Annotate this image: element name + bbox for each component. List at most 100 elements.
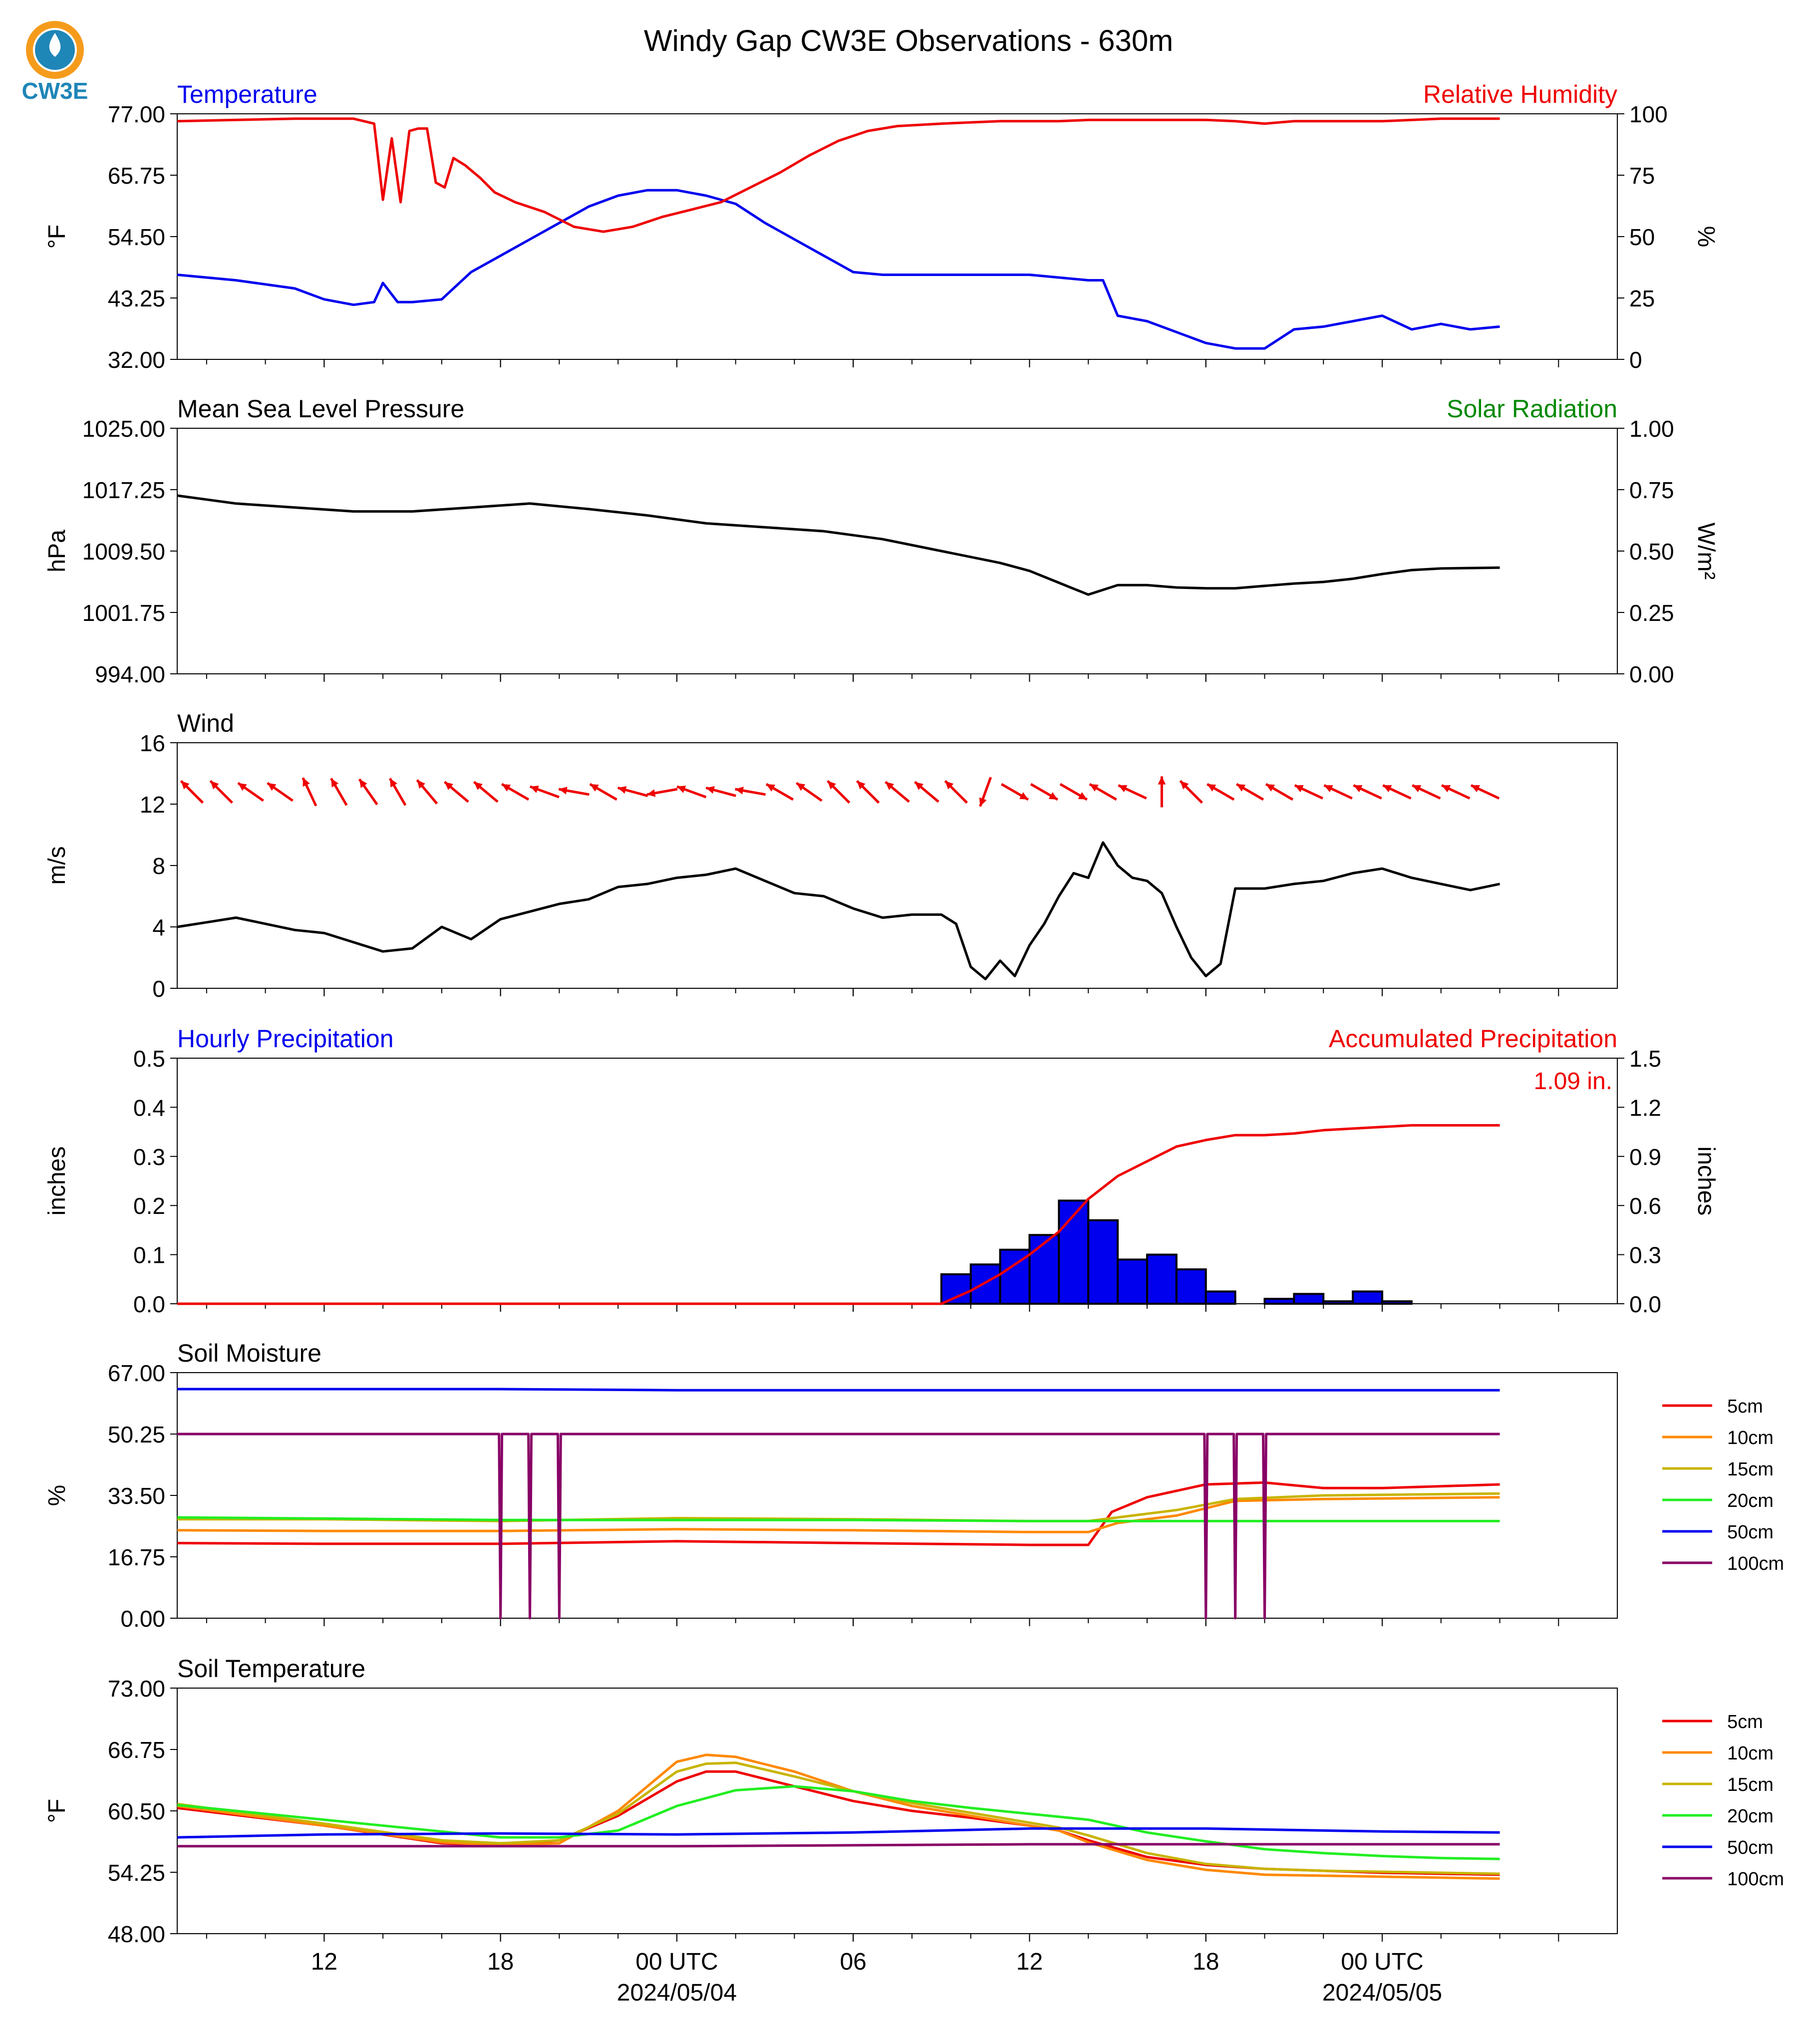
wind-arrow [705,786,736,797]
y-axis-label-left: inches [44,1147,70,1216]
wind-arrow-head [1089,784,1099,792]
precip-bar [1087,1219,1119,1305]
legend-label: 20cm [1727,1806,1774,1827]
wind-arrow [856,780,880,804]
series-line-5cm [177,1481,1500,1546]
y-tick-label-left: 994.00 [95,661,165,687]
legend-item-50cm: 50cm [1662,1522,1774,1543]
wind-arrow-head [303,778,310,787]
panel-title-left: Soil Moisture [177,1339,321,1367]
panel-title-left: Wind [177,709,234,737]
y-tick-label-left: 1001.75 [82,600,165,626]
panel-mean-sea-level-pressure: Mean Sea Level Pressure Solar Radiation 10… [44,395,1719,687]
legend-item-20cm: 20cm [1662,1490,1774,1511]
wind-arrow-head [945,781,954,790]
y-tick-label-left: 16 [140,730,165,756]
precip-bar [1058,1199,1090,1305]
total-precip-annotation: 1.09 in. [1534,1068,1612,1095]
series-line-0 [177,189,1500,350]
y-tick-label-right: 1.2 [1629,1095,1661,1121]
precip-bar [969,1263,1001,1305]
wind-arrow-head [502,784,511,792]
chart-title: Windy Gap CW3E Observations - 630m [644,24,1173,57]
y-tick-label-left: 0.00 [120,1606,165,1632]
wind-arrow [358,778,378,806]
panel-soil-moisture: Soil Moisture 67.00 50.25 33.50 16.75 0.00% 5c… [44,1339,1784,1632]
panel-title-right: Accumulated Precipitation [1329,1025,1617,1053]
y-tick-label-right: 0.50 [1629,539,1674,565]
wind-arrow [1382,784,1412,800]
wind-arrow [558,787,590,796]
series-line-10cm [177,1753,1500,1880]
wind-arrow [1089,783,1117,801]
legend-label: 15cm [1727,1459,1774,1480]
wind-arrow [180,780,204,804]
plot-frame [177,1688,1618,1934]
wind-arrow-head [796,783,806,791]
series-line-15cm [177,1492,1500,1522]
legend-label: 15cm [1727,1774,1774,1795]
legend-label: 10cm [1727,1743,1774,1764]
y-axis-label-right: % [1693,226,1719,248]
panel-title-left: Soil Temperature [177,1655,365,1683]
y-tick-label-left: 0 [152,976,165,1002]
wind-arrow [330,778,348,806]
wind-arrow-head [706,786,715,794]
x-tick-label: 06 [840,1949,866,1975]
x-tick-label: 12 [1016,1949,1043,1975]
legend-label: 100cm [1727,1553,1784,1574]
wind-arrow-head [331,778,339,788]
wind-arrow-head [1412,785,1422,793]
legend-item-15cm: 15cm [1662,1459,1774,1480]
wind-arrow-head [646,789,656,797]
y-tick-label-left: 65.75 [108,163,165,189]
wind-arrow [617,786,648,797]
y-tick-label-left: 1017.25 [82,477,165,503]
x-tick-label: 00 UTC [635,1949,718,1975]
wind-arrow-head [590,784,599,792]
y-tick-label-left: 54.50 [108,224,165,250]
wind-arrow [1265,783,1294,801]
y-tick-label-left: 48.00 [108,1921,165,1947]
cw3e-logo: CW3E [22,21,88,104]
wind-arrow [1323,784,1353,800]
y-axis-label-right: W/m² [1693,523,1719,580]
wind-arrow [267,782,294,802]
legend-item-10cm: 10cm [1662,1428,1774,1449]
wind-arrow-head [1471,785,1480,793]
wind-arrow-head [1294,785,1304,793]
precip-bar [1352,1290,1383,1305]
wind-arrow-head [857,781,866,790]
wind-arrow [646,788,678,797]
y-axis-label-left: °F [44,225,70,249]
y-tick-label-left: 32.00 [108,347,165,373]
precip-bar [1263,1298,1295,1305]
wind-arrow [529,785,560,799]
wind-arrow-head [1324,785,1333,793]
y-tick-label-left: 12 [140,792,165,818]
precip-bar [1146,1253,1178,1305]
wind-arrow-head [677,785,686,793]
panel-title-right: Solar Radiation [1447,395,1617,423]
wind-arrow [885,781,910,803]
legend-item-5cm: 5cm [1662,1396,1763,1417]
wind-arrow [827,780,851,804]
panel-soil-temperature: Soil Temperature 73.00 66.75 60.50 54.25 48.0… [44,1655,1784,1947]
wind-arrow [1158,776,1166,808]
series-line-0 [177,1124,1500,1305]
y-tick-label-right: 0.00 [1629,661,1674,687]
panel-title-left: Mean Sea Level Pressure [177,395,464,423]
wind-arrow-head [735,787,744,795]
legend-label: 5cm [1727,1712,1763,1733]
wind-arrow [1412,784,1441,800]
y-tick-label-right: 0.75 [1629,477,1674,503]
legend-item-20cm: 20cm [1662,1806,1774,1827]
panel-temperature: Temperature Relative Humidity 77.00 65.75 54… [44,80,1719,373]
y-axis-label-left: % [44,1485,70,1506]
y-tick-label-left: 4 [152,914,165,940]
y-tick-label-left: 0.4 [133,1095,165,1121]
series-line-20cm [177,1785,1500,1860]
legend-item-15cm: 15cm [1662,1774,1774,1795]
plot-frame [177,1058,1618,1304]
